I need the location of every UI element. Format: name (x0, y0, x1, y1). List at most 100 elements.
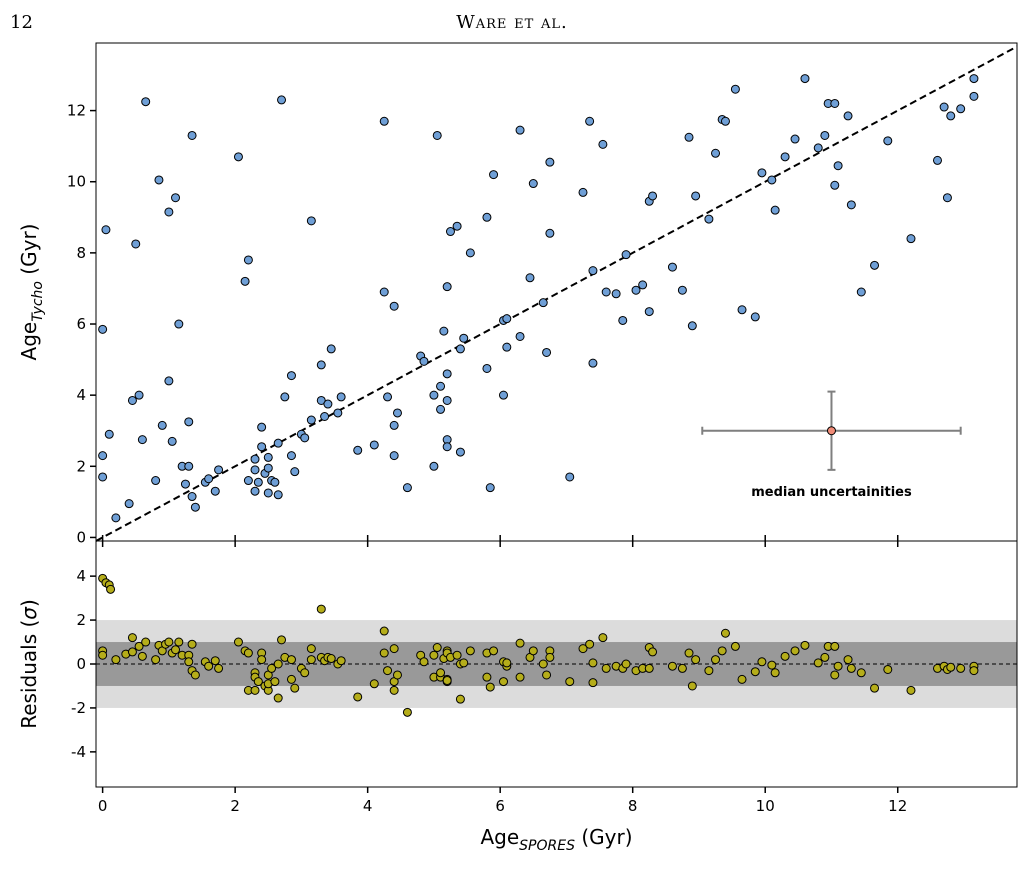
data-point (98, 324, 108, 334)
data-point (631, 285, 641, 295)
residual-point (432, 643, 442, 653)
residual-point (502, 658, 512, 668)
residual-point (164, 637, 174, 647)
top-ylabel-sub: Tycho (30, 281, 46, 322)
residual-point (290, 683, 300, 693)
res-ytick-label: 4 (76, 567, 86, 585)
residual-point (429, 650, 439, 660)
residual-point (369, 679, 379, 689)
data-point (482, 212, 492, 222)
data-point (436, 404, 446, 414)
data-point (442, 442, 452, 452)
data-point (383, 392, 393, 402)
top-ytick-label: 6 (76, 315, 86, 333)
residual-point (233, 637, 243, 647)
residual-point (691, 655, 701, 665)
data-point (154, 175, 164, 185)
residual-point (870, 683, 880, 693)
residual-point (187, 639, 197, 649)
data-point (104, 429, 114, 439)
data-point (389, 301, 399, 311)
data-point (856, 287, 866, 297)
data-point (711, 148, 721, 158)
data-point (187, 130, 197, 140)
data-point (482, 363, 492, 373)
data-point (588, 266, 598, 276)
residual-point (677, 663, 687, 673)
data-point (833, 161, 843, 171)
data-point (98, 451, 108, 461)
residual-point (286, 655, 296, 665)
residual-point (204, 661, 214, 671)
residual-point (956, 663, 966, 673)
data-point (389, 420, 399, 430)
data-point (545, 228, 555, 238)
data-point (250, 465, 260, 475)
x-axis-label: AgeSPORES (Gyr) (480, 825, 632, 854)
data-point (187, 492, 197, 502)
data-point (180, 479, 190, 489)
data-point (455, 344, 465, 354)
data-point (204, 474, 214, 484)
data-point (667, 262, 677, 272)
data-point (455, 447, 465, 457)
data-point (210, 486, 220, 496)
residual-point (442, 675, 452, 685)
residuals-panel: -4 -2 0 2 4 0 2 4 6 8 10 12 Residuals (σ) AgeSPORES… (17, 540, 1018, 854)
residual-point (137, 651, 147, 661)
data-point (598, 139, 608, 149)
residual-point (127, 647, 137, 657)
data-point (98, 472, 108, 482)
residual-point (127, 633, 137, 643)
residual-point (267, 663, 277, 673)
data-point (432, 130, 442, 140)
data-point (525, 273, 535, 283)
data-point (402, 483, 412, 493)
residual-point (111, 655, 121, 665)
residual-point (598, 633, 608, 643)
data-point (240, 276, 250, 286)
data-point (141, 97, 151, 107)
data-point (306, 415, 316, 425)
residual-point (402, 707, 412, 717)
residual-point (515, 672, 525, 682)
data-point (184, 417, 194, 427)
data-point (737, 305, 747, 315)
res-ytick-label: 2 (76, 611, 86, 629)
residual-point (383, 666, 393, 676)
residual-point (843, 655, 853, 665)
top-ylabel-unit: (Gyr) (17, 224, 41, 282)
residual-point (588, 678, 598, 688)
xlabel-sub: SPORES (519, 838, 575, 854)
data-point (677, 285, 687, 295)
residual-point (538, 659, 548, 669)
data-point (379, 116, 389, 126)
res-xtick-label: 4 (363, 797, 373, 815)
residual-point (190, 670, 200, 680)
data-point (250, 486, 260, 496)
residual-point (286, 674, 296, 684)
residual-point (578, 644, 588, 654)
data-point (184, 461, 194, 471)
data-point (691, 191, 701, 201)
residual-point (184, 657, 194, 667)
residual-point (171, 645, 181, 655)
data-point (906, 234, 916, 244)
residual-point (273, 659, 283, 669)
data-point (164, 207, 174, 217)
data-point (780, 152, 790, 162)
data-point (956, 104, 966, 114)
residual-point (300, 668, 310, 678)
data-point (131, 239, 141, 249)
residual-point (830, 670, 840, 680)
top-ytick-label: 0 (76, 528, 86, 546)
residual-point (720, 628, 730, 638)
res-ylabel-symbol: σ (17, 606, 41, 620)
residuals-y-axis-label: Residuals (σ) (17, 599, 41, 729)
data-point (101, 225, 111, 235)
data-point (429, 390, 439, 400)
data-point (326, 344, 336, 354)
data-point (280, 392, 290, 402)
data-point (243, 476, 253, 486)
residual-point (770, 668, 780, 678)
